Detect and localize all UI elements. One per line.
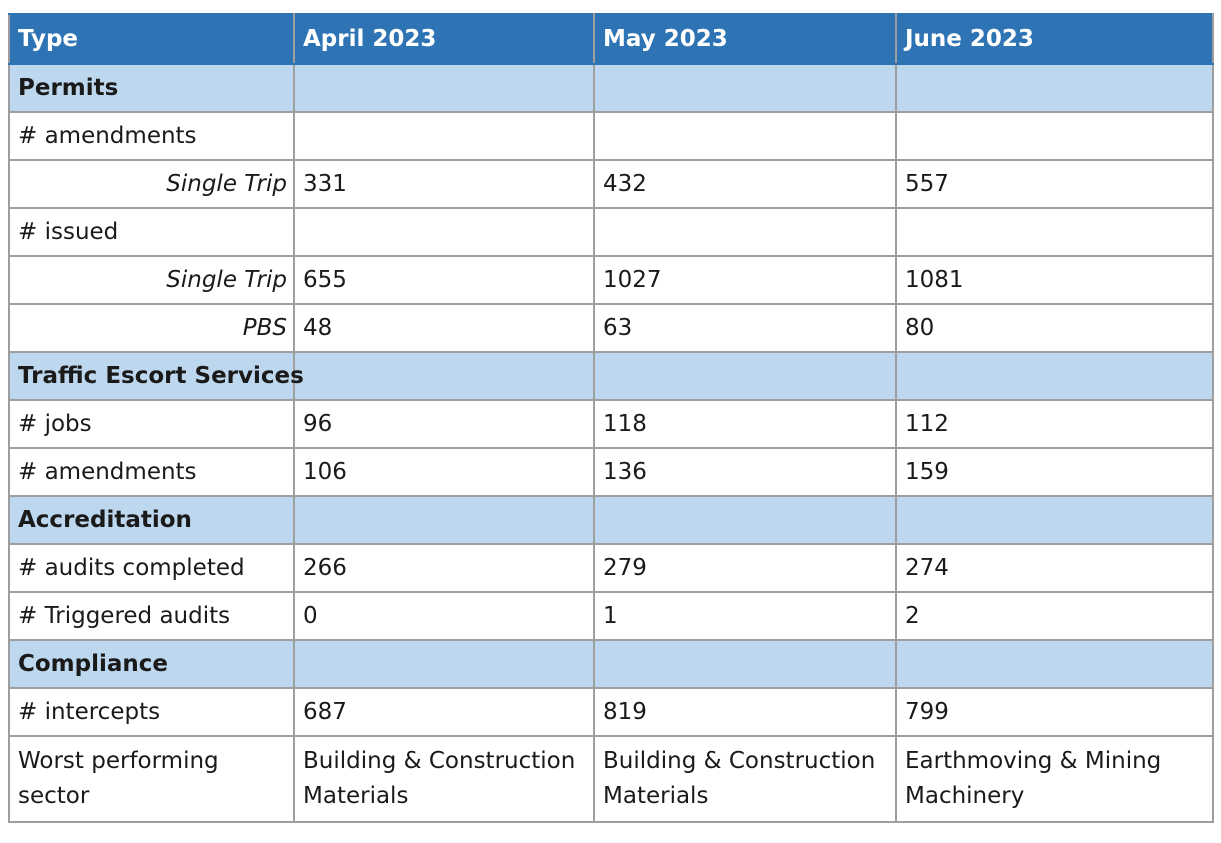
- empty-cell: [593, 639, 897, 689]
- cell-may: 432: [593, 159, 897, 209]
- table-row: # audits completed 266 279 274: [8, 543, 1214, 593]
- row-sublabel: Single Trip: [8, 255, 295, 305]
- empty-cell: [895, 207, 1214, 257]
- table-row: # amendments: [8, 111, 1214, 161]
- header-april: April 2023: [293, 13, 595, 65]
- table-row: # jobs 96 118 112: [8, 399, 1214, 449]
- section-row-traffic-escort: Traffic Escort Services: [8, 351, 1214, 401]
- cell-april: 687: [293, 687, 595, 737]
- empty-cell: [293, 111, 595, 161]
- empty-cell: [593, 207, 897, 257]
- table-row: # amendments 106 136 159: [8, 447, 1214, 497]
- cell-june: 112: [895, 399, 1214, 449]
- empty-cell: [895, 639, 1214, 689]
- cell-may: 1027: [593, 255, 897, 305]
- section-label: Compliance: [8, 639, 295, 689]
- section-row-compliance: Compliance: [8, 639, 1214, 689]
- row-sublabel: Single Trip: [8, 159, 295, 209]
- table-row: # Triggered audits 0 1 2: [8, 591, 1214, 641]
- row-label: # intercepts: [8, 687, 295, 737]
- row-label: # jobs: [8, 399, 295, 449]
- cell-may: 118: [593, 399, 897, 449]
- empty-cell: [895, 63, 1214, 113]
- cell-may: 136: [593, 447, 897, 497]
- empty-cell: [593, 111, 897, 161]
- empty-cell: [293, 495, 595, 545]
- empty-cell: [593, 495, 897, 545]
- cell-april: 0: [293, 591, 595, 641]
- cell-april: 266: [293, 543, 595, 593]
- cell-june: 799: [895, 687, 1214, 737]
- cell-may: 63: [593, 303, 897, 353]
- cell-june: 1081: [895, 255, 1214, 305]
- row-label: # amendments: [8, 447, 295, 497]
- cell-may: Building & Construction Materials: [593, 735, 897, 823]
- empty-cell: [895, 495, 1214, 545]
- table-row: PBS 48 63 80: [8, 303, 1214, 353]
- section-label: Accreditation: [8, 495, 295, 545]
- row-label: # audits completed: [8, 543, 295, 593]
- cell-may: 279: [593, 543, 897, 593]
- cell-april: 106: [293, 447, 595, 497]
- table-row: # issued: [8, 207, 1214, 257]
- table-row: # intercepts 687 819 799: [8, 687, 1214, 737]
- empty-cell: [293, 207, 595, 257]
- cell-may: 1: [593, 591, 897, 641]
- empty-cell: [293, 63, 595, 113]
- cell-june: 159: [895, 447, 1214, 497]
- empty-cell: [895, 351, 1214, 401]
- statistics-table: Type April 2023 May 2023 June 2023 Permi…: [8, 13, 1214, 823]
- cell-april: 48: [293, 303, 595, 353]
- cell-june: 2: [895, 591, 1214, 641]
- cell-june: 80: [895, 303, 1214, 353]
- empty-cell: [593, 351, 897, 401]
- header-june: June 2023: [895, 13, 1214, 65]
- cell-april: 96: [293, 399, 595, 449]
- cell-june: Earthmoving & Mining Machinery: [895, 735, 1214, 823]
- row-sublabel: PBS: [8, 303, 295, 353]
- section-label: Traffic Escort Services: [8, 351, 304, 401]
- empty-cell: [293, 351, 595, 401]
- row-label: # amendments: [8, 111, 295, 161]
- table-header-row: Type April 2023 May 2023 June 2023: [8, 13, 1214, 65]
- cell-april: Building & Construction Materials: [293, 735, 595, 823]
- table-row: Worst performing sector Building & Const…: [8, 735, 1214, 823]
- section-row-accreditation: Accreditation: [8, 495, 1214, 545]
- section-label: Permits: [8, 63, 295, 113]
- row-label: Worst performing sector: [8, 735, 295, 823]
- cell-may: 819: [593, 687, 897, 737]
- header-type: Type: [8, 13, 295, 65]
- row-label: # issued: [8, 207, 295, 257]
- empty-cell: [293, 639, 595, 689]
- row-label: # Triggered audits: [8, 591, 295, 641]
- empty-cell: [895, 111, 1214, 161]
- table-row: Single Trip 331 432 557: [8, 159, 1214, 209]
- header-may: May 2023: [593, 13, 897, 65]
- section-row-permits: Permits: [8, 63, 1214, 113]
- cell-june: 274: [895, 543, 1214, 593]
- empty-cell: [593, 63, 897, 113]
- cell-april: 331: [293, 159, 595, 209]
- table-row: Single Trip 655 1027 1081: [8, 255, 1214, 305]
- cell-june: 557: [895, 159, 1214, 209]
- cell-april: 655: [293, 255, 595, 305]
